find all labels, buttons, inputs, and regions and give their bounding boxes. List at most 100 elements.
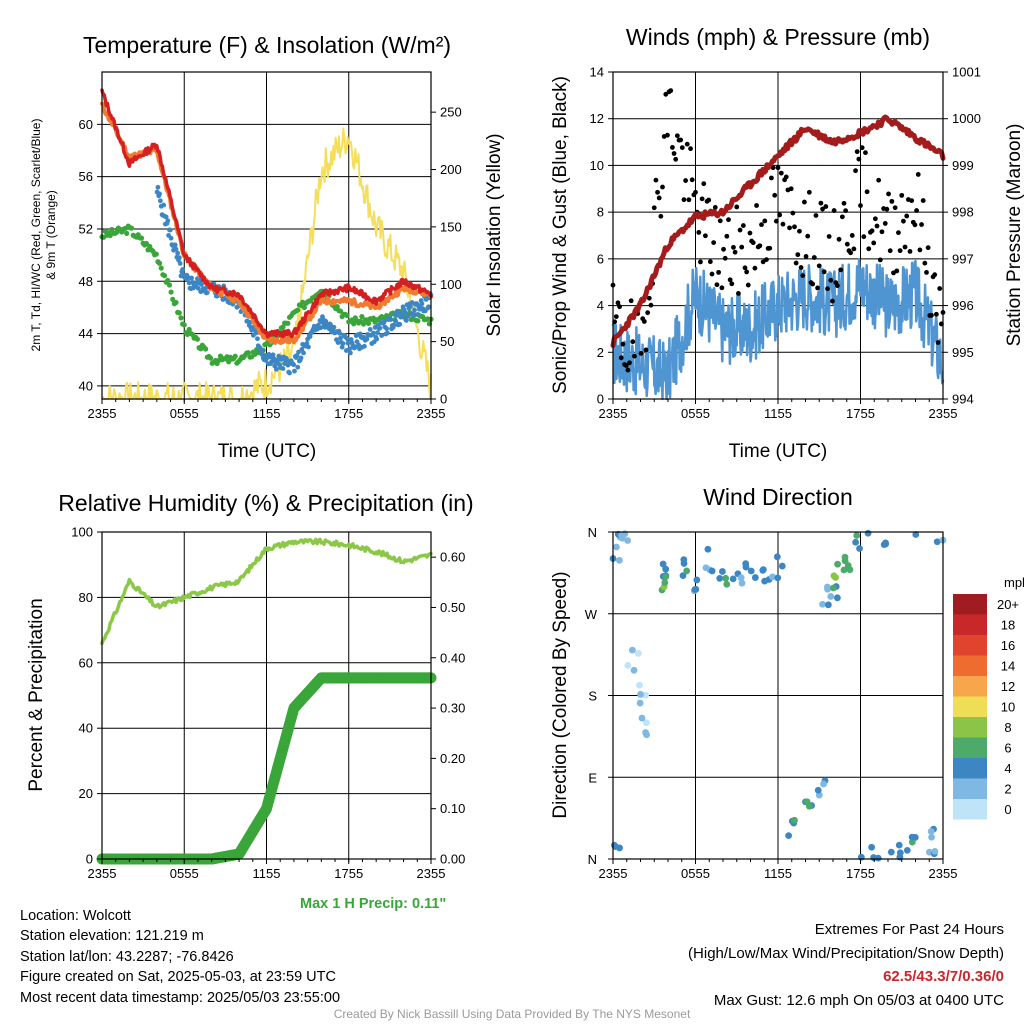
humidity-series [96,537,437,865]
dewpoint-point [170,296,176,302]
gust-point [901,218,906,224]
heat-index-point [344,336,350,342]
gust-point [653,177,659,183]
gust-point [803,253,809,259]
legend-label: 16 [1001,638,1015,653]
left-tick-label: 48 [79,274,93,289]
gust-point [717,218,723,224]
gust-point [929,312,934,318]
heat-index-point [292,368,297,374]
heat-index-point [331,324,337,330]
gust-point [651,205,657,211]
right-tick-label: 150 [440,219,462,234]
dewpoint-point [360,321,367,327]
gust-point [877,257,883,263]
x-tick-label: 1155 [764,866,792,881]
direction-point [791,816,798,824]
winds-xlabel: Time (UTC) [729,441,828,462]
gust-point [737,227,743,233]
gust-point [744,269,750,275]
gust-point [820,206,825,212]
direction-point [613,543,620,551]
gust-point [679,145,685,151]
gust-point [764,257,769,263]
x-tick-label: 0555 [681,406,710,421]
gust-point [797,228,802,234]
heat-index-point [301,350,306,356]
direction-point [868,843,876,851]
heat-index-point [356,342,362,348]
dewpoint-point [161,273,168,279]
gust-point [759,222,764,228]
dewpoint-point [176,310,182,316]
gust-point [795,252,801,258]
left-tick-label: 14 [590,65,604,80]
direction-point [618,531,625,539]
gust-point [887,248,893,254]
gust-point [617,304,622,310]
heat-index-point [374,336,380,342]
left-tick-label: 6 [597,251,604,266]
temp-2m-line [100,88,433,339]
direction-point [637,691,644,698]
gust-point [724,233,730,239]
gust-point [932,272,938,278]
gust-point [934,311,939,317]
gust-point [660,184,665,190]
direction-point [718,568,726,575]
gust-point [816,263,822,269]
direction-point [864,529,872,537]
legend-label: 2 [1004,782,1011,797]
heat-index-point [273,366,279,372]
heat-index-point [397,321,403,327]
gust-point [773,218,779,224]
legend-label: 0 [1004,802,1011,817]
gust-point [778,170,784,176]
heat-index-point [403,318,409,323]
gust-point [849,233,855,238]
gust-point [836,236,842,242]
dewpoint-point [173,299,179,306]
humidity-panel: Relative Humidity (%) & Precipitation (i… [26,490,474,881]
direction-point [638,714,646,722]
gust-point [861,234,867,240]
temperature-ylabel-line1: 2m T, Td, HI/WC (Red, Green, Scarlet/Blu… [29,119,43,352]
heat-index-point [270,352,276,358]
dewpoint-point [124,230,130,237]
direction-title: Wind Direction [703,484,853,510]
direction-point [769,573,776,581]
legend-label: 20+ [997,597,1019,612]
gust-point [670,145,675,150]
extremes-max-gust: Max Gust: 12.6 mph On 05/03 at 0400 UTC [713,991,1004,1009]
direction-point [880,541,888,549]
info-elevation: Station elevation: 121.219 m [20,928,204,945]
gust-point [641,319,647,324]
gust-point [707,259,713,265]
gust-point [628,298,634,304]
left-tick-label: 12 [590,111,604,126]
direction-point [908,833,916,841]
heat-index-point [405,313,411,319]
direction-point [738,579,746,587]
gust-point [806,189,812,195]
legend-swatch [953,635,987,656]
temperature-title: Temperature (F) & Insolation (W/m²) [83,32,451,58]
gust-point [770,165,776,171]
gust-point [767,245,773,251]
direction-tick-label: S [588,689,597,704]
direction-point [903,846,911,854]
winds-title: Winds (mph) & Pressure (mb) [626,24,930,50]
legend-swatch [953,696,987,717]
extremes-subtitle: (High/Low/Max Wind/Precipitation/Snow De… [688,944,1004,962]
direction-point [895,841,903,849]
legend-swatch [953,799,987,820]
extremes-title: Extremes For Past 24 Hours [814,921,1004,938]
direction-point [629,646,636,654]
gust-point [871,240,877,246]
gust-point [709,271,715,277]
direction-point [737,574,745,582]
gust-point [902,244,908,250]
extremes-box: Extremes For Past 24 Hours (High/Low/Max… [688,918,1004,1012]
